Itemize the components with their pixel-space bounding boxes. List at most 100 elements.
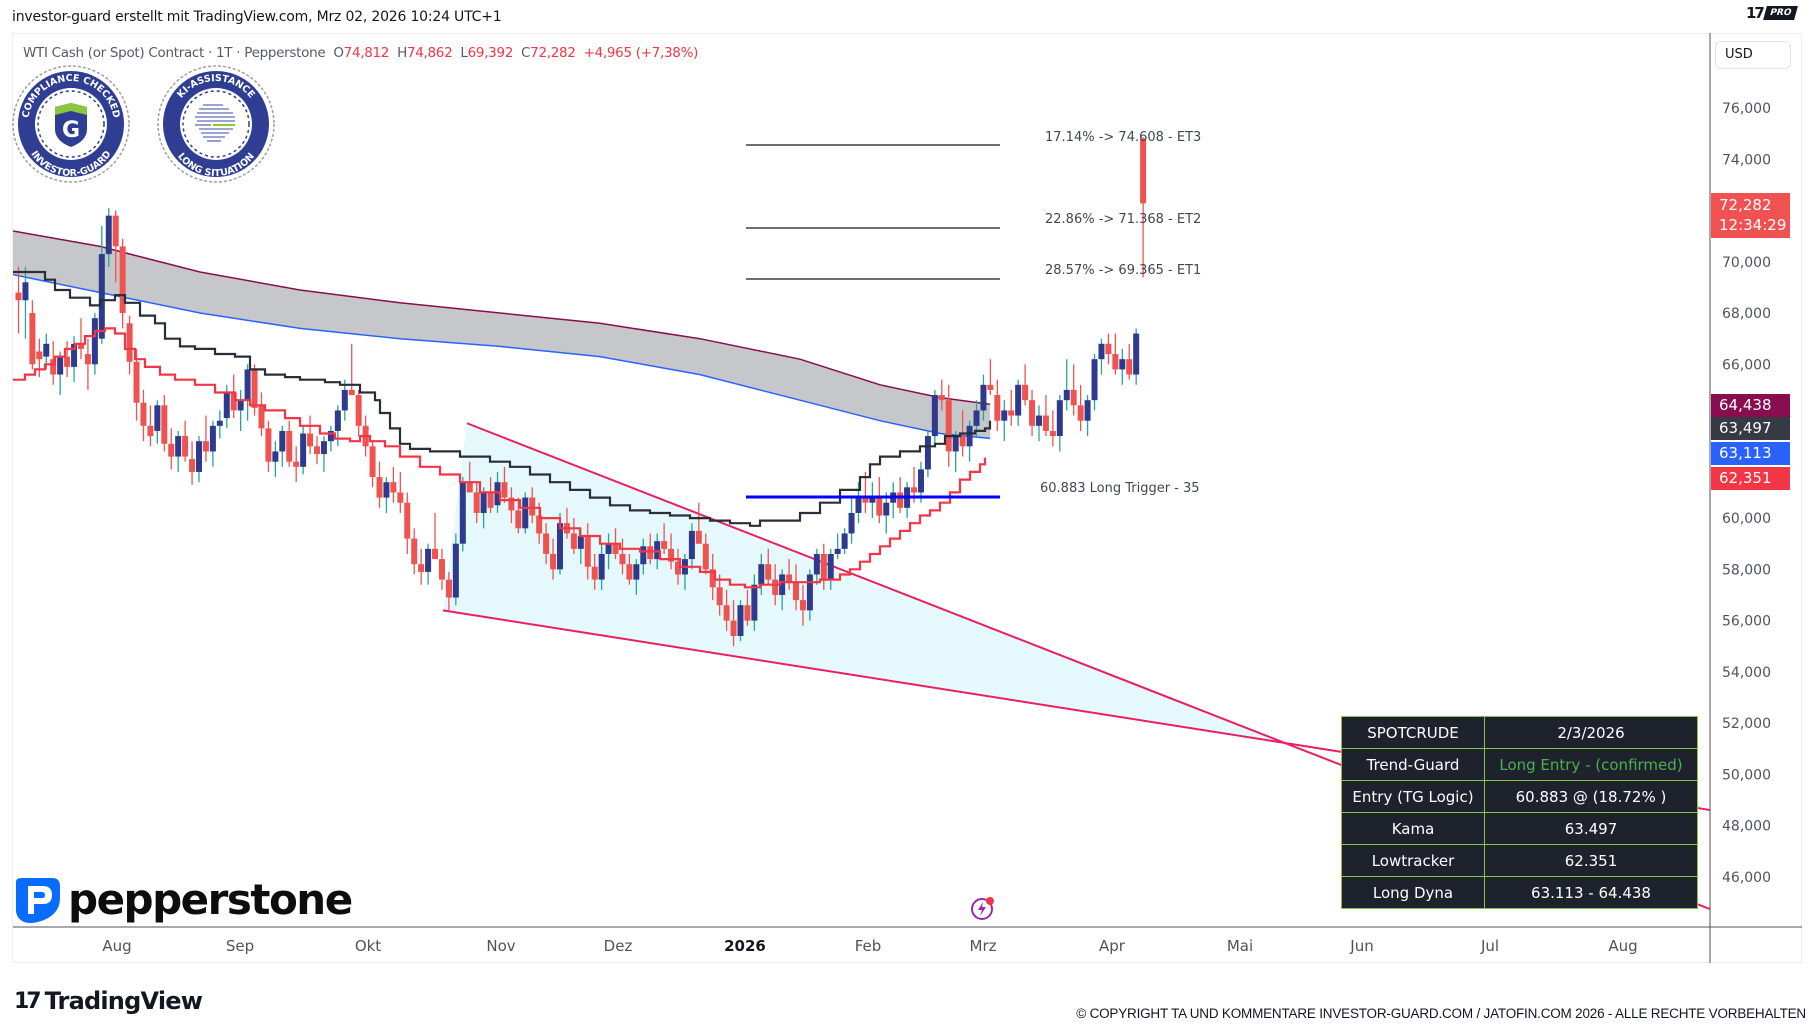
candle (265, 428, 272, 462)
candle (744, 605, 751, 621)
candle (772, 579, 779, 595)
candle (1049, 430, 1056, 437)
candle (154, 405, 161, 431)
candle (862, 497, 869, 503)
lightning-alert-icon[interactable] (968, 893, 998, 923)
candle (841, 533, 848, 549)
candle (452, 543, 459, 598)
svg-text:G: G (62, 118, 80, 143)
candle (799, 600, 806, 611)
time-tick: Aug (1608, 937, 1637, 955)
currency-button[interactable]: USD (1715, 41, 1791, 69)
time-tick: Sep (226, 937, 254, 955)
candle (105, 215, 112, 255)
open-value: 74,812 (343, 45, 390, 61)
et2-label: 22.86% -> 71.368 - ET2 (1045, 212, 1201, 227)
candle (605, 543, 612, 554)
time-tick: Aug (102, 937, 131, 955)
candle (341, 389, 348, 411)
candle (515, 510, 522, 529)
candle (626, 564, 633, 580)
candle (334, 410, 341, 431)
high-label: H (397, 45, 407, 61)
candle (897, 492, 904, 508)
price-tick: 60,000 (1722, 511, 1771, 527)
last-price-value: 72,282 (1719, 196, 1772, 214)
table-row: Lowtracker 62.351 (1341, 844, 1698, 877)
price-tick: 70,000 (1722, 255, 1771, 271)
candle (182, 436, 189, 457)
candle (77, 343, 84, 349)
candle (480, 492, 487, 513)
table-label: SPOTCRUDE (1341, 716, 1485, 749)
lowtracker-tag: 62,351 (1711, 467, 1790, 490)
candle (71, 343, 78, 367)
candle (112, 215, 119, 247)
candle (348, 389, 355, 396)
candle (15, 292, 22, 301)
pepperstone-wordmark: pepperstone (68, 875, 353, 924)
candle (1070, 389, 1077, 406)
candle (1140, 138, 1147, 204)
candle (938, 395, 945, 401)
table-label: Entry (TG Logic) (1341, 780, 1485, 813)
table-row: Kama 63.497 (1341, 812, 1698, 845)
long-dyna-lower-line (13, 273, 991, 440)
candle (987, 384, 994, 390)
candle (216, 420, 223, 426)
candle (952, 436, 959, 452)
long-dyna-lower-tag: 63,113 (1711, 442, 1790, 465)
candle (50, 359, 57, 375)
candle (438, 559, 445, 580)
candle (43, 343, 50, 357)
candle (786, 574, 793, 583)
candle (327, 430, 334, 442)
candle (550, 553, 557, 570)
candle (445, 579, 452, 598)
candle (661, 541, 668, 549)
candle (508, 497, 515, 511)
candle (1022, 384, 1029, 401)
candle (36, 351, 43, 360)
candle (723, 605, 730, 621)
table-row: Long Dyna 63.113 - 64.438 (1341, 876, 1698, 909)
chart-header-title: investor-guard erstellt mit TradingView.… (12, 9, 502, 25)
candle (230, 392, 237, 411)
candle (1063, 389, 1070, 401)
candle (459, 482, 466, 544)
candle (411, 538, 418, 565)
candle (529, 497, 536, 516)
candle (418, 564, 425, 572)
last-price-tag: 72,282 12:34:29 (1711, 193, 1790, 238)
candle (466, 482, 473, 493)
long-dyna-upper-tag: 64,438 (1711, 394, 1790, 417)
open-label: O (333, 45, 344, 61)
candle (751, 584, 758, 621)
candle (813, 553, 820, 575)
candle (237, 400, 244, 411)
tradingview-mark-icon: 17 (14, 988, 42, 1014)
bar-countdown: 12:34:29 (1719, 216, 1787, 234)
time-tick: Feb (855, 937, 882, 955)
candle (314, 446, 321, 455)
candle (244, 369, 251, 401)
candle (168, 443, 175, 457)
long-dyna-upper-line (13, 230, 991, 406)
candle (272, 451, 279, 462)
candle (161, 405, 168, 444)
candle (376, 477, 383, 498)
candle (793, 582, 800, 601)
price-tick: 76,000 (1722, 101, 1771, 117)
high-value: 74,862 (406, 45, 453, 61)
candle (1015, 384, 1022, 416)
candle (196, 441, 203, 472)
candle (1056, 400, 1063, 437)
price-tick: 58,000 (1722, 562, 1771, 578)
kama-tag: 63,497 (1711, 417, 1790, 440)
candle (737, 605, 744, 636)
candle (1001, 410, 1008, 421)
time-tick: Apr (1099, 937, 1126, 955)
pepperstone-p-icon (16, 878, 60, 923)
candle (251, 369, 258, 408)
